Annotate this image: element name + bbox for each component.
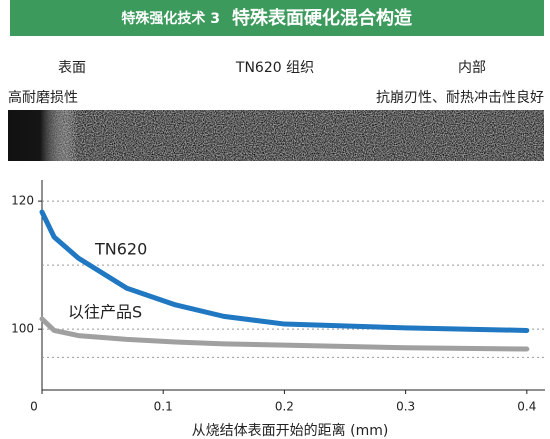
label-structure: TN620 组织 [235, 60, 314, 76]
label-inner: 内部 [458, 60, 486, 76]
x-tick-label: 0.4 [517, 400, 536, 414]
series-label: TN620 [94, 240, 147, 259]
micrograph-edge [8, 110, 544, 161]
note-left: 高耐磨损性 [8, 89, 78, 106]
header-title: 特殊表面硬化混合构造 [232, 7, 412, 29]
x-tick-label: 0.2 [275, 400, 294, 414]
y-tick-label: 100 [11, 322, 34, 336]
note-right: 抗崩刃性、耐热冲击性良好 [376, 90, 544, 106]
series-line [39, 209, 530, 333]
x-tick-label: 0.3 [396, 400, 415, 414]
header-bar [10, 0, 544, 36]
y-tick-label: 120 [11, 194, 34, 208]
x-tick-label: 0.1 [154, 400, 173, 414]
x-tick-label: 0 [30, 400, 38, 414]
label-surface: 表面 [58, 60, 86, 76]
x-axis-label: 从烧结体表面开始的距离 (mm) [192, 422, 389, 439]
series-label: 以往产品S [68, 303, 142, 322]
header-prefix: 特殊强化技术 3 [121, 10, 220, 27]
series-line [39, 316, 530, 352]
